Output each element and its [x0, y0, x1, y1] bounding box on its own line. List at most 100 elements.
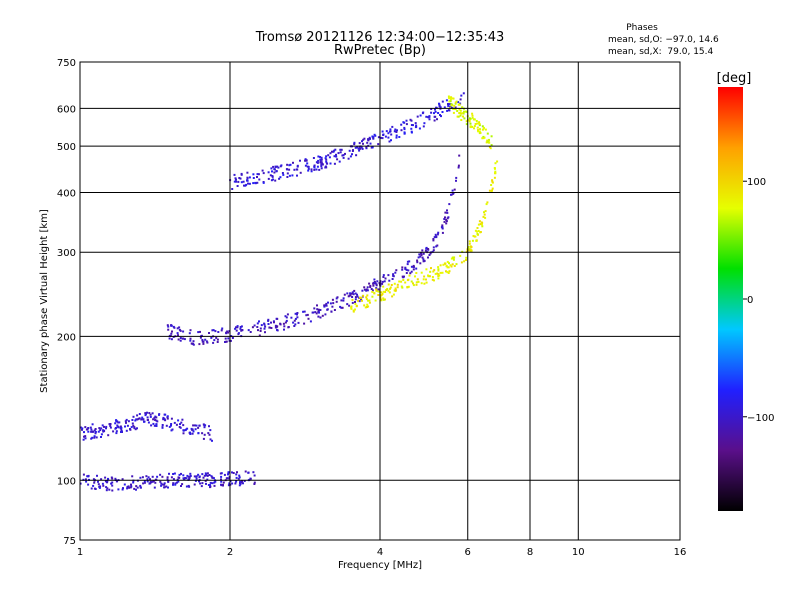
- data-point: [264, 331, 266, 334]
- data-point: [299, 171, 302, 174]
- data-point: [334, 148, 337, 151]
- data-point: [356, 295, 359, 298]
- data-point: [349, 294, 352, 297]
- data-point: [291, 174, 294, 177]
- data-point: [252, 471, 255, 474]
- data-point: [179, 339, 182, 342]
- data-point: [367, 305, 370, 308]
- data-point: [211, 439, 213, 442]
- data-point: [296, 312, 299, 314]
- data-point: [138, 413, 141, 415]
- data-point: [313, 166, 316, 169]
- data-point: [416, 261, 419, 264]
- data-point: [198, 424, 201, 427]
- data-point: [324, 166, 327, 169]
- data-point: [342, 297, 345, 300]
- data-point: [256, 181, 259, 184]
- data-point: [332, 302, 335, 305]
- data-point: [297, 321, 300, 324]
- data-point: [236, 471, 238, 474]
- data-point: [389, 287, 391, 290]
- data-point: [453, 107, 456, 110]
- data-point: [348, 304, 351, 307]
- data-point: [213, 339, 216, 342]
- data-point: [441, 100, 444, 103]
- data-point: [433, 119, 436, 122]
- data-point: [481, 128, 484, 131]
- data-point: [130, 483, 132, 486]
- phase-stats-x: mean, sd,X: 79.0, 15.4: [608, 47, 714, 57]
- data-point: [155, 423, 158, 426]
- data-point: [289, 163, 292, 166]
- data-point: [456, 110, 459, 112]
- data-point: [333, 155, 336, 158]
- data-point: [155, 419, 158, 422]
- data-point: [353, 143, 356, 146]
- data-point: [293, 325, 296, 327]
- data-point: [317, 159, 320, 162]
- data-point: [441, 271, 444, 274]
- data-point: [316, 304, 318, 307]
- colorbar-ticks: 100 0 −100: [743, 177, 774, 424]
- data-point: [366, 141, 369, 144]
- data-point: [354, 301, 356, 303]
- data-point: [476, 122, 479, 125]
- data-point: [288, 174, 291, 177]
- data-point: [146, 411, 148, 414]
- data-point: [234, 482, 237, 485]
- data-point: [490, 144, 493, 147]
- data-point: [205, 474, 207, 477]
- data-point: [247, 471, 250, 474]
- data-point: [221, 327, 224, 330]
- data-point: [151, 480, 154, 483]
- data-point: [394, 287, 397, 290]
- data-point: [402, 279, 405, 281]
- data-point: [165, 485, 168, 488]
- data-point: [258, 178, 261, 181]
- data-point: [324, 157, 327, 160]
- data-point: [79, 426, 82, 429]
- data-point: [131, 422, 134, 425]
- data-point: [188, 332, 191, 335]
- data-point: [79, 482, 82, 485]
- data-point: [358, 149, 361, 152]
- data-point: [310, 170, 313, 173]
- data-point: [387, 136, 390, 139]
- data-point: [421, 249, 424, 252]
- data-point: [161, 483, 164, 486]
- data-point: [286, 172, 289, 175]
- data-point: [449, 105, 452, 108]
- data-point: [361, 289, 364, 292]
- data-point: [424, 249, 427, 252]
- data-point: [128, 486, 131, 489]
- data-point: [122, 487, 124, 490]
- data-point: [450, 103, 453, 106]
- data-point: [446, 266, 449, 269]
- data-point: [351, 292, 353, 295]
- data-point: [446, 109, 449, 112]
- phase-stats-heading: Phases: [626, 23, 658, 33]
- data-point: [270, 179, 273, 182]
- data-point: [288, 168, 291, 171]
- data-point: [198, 475, 201, 478]
- data-point: [209, 484, 211, 487]
- data-point: [235, 329, 238, 332]
- data-point: [226, 330, 229, 333]
- data-point: [150, 424, 153, 427]
- data-point: [240, 181, 243, 184]
- data-point: [431, 278, 434, 281]
- data-point: [387, 289, 390, 292]
- x-axis-label: Frequency [MHz]: [338, 560, 422, 571]
- data-point: [422, 258, 425, 261]
- data-point: [96, 474, 98, 477]
- data-point: [420, 282, 423, 285]
- data-point: [410, 270, 413, 273]
- data-point: [214, 480, 217, 483]
- data-point: [161, 475, 164, 478]
- data-point: [251, 326, 254, 329]
- data-point: [149, 482, 152, 485]
- data-point: [189, 472, 192, 475]
- data-point: [262, 172, 265, 175]
- data-point: [453, 105, 456, 107]
- data-point: [481, 225, 484, 228]
